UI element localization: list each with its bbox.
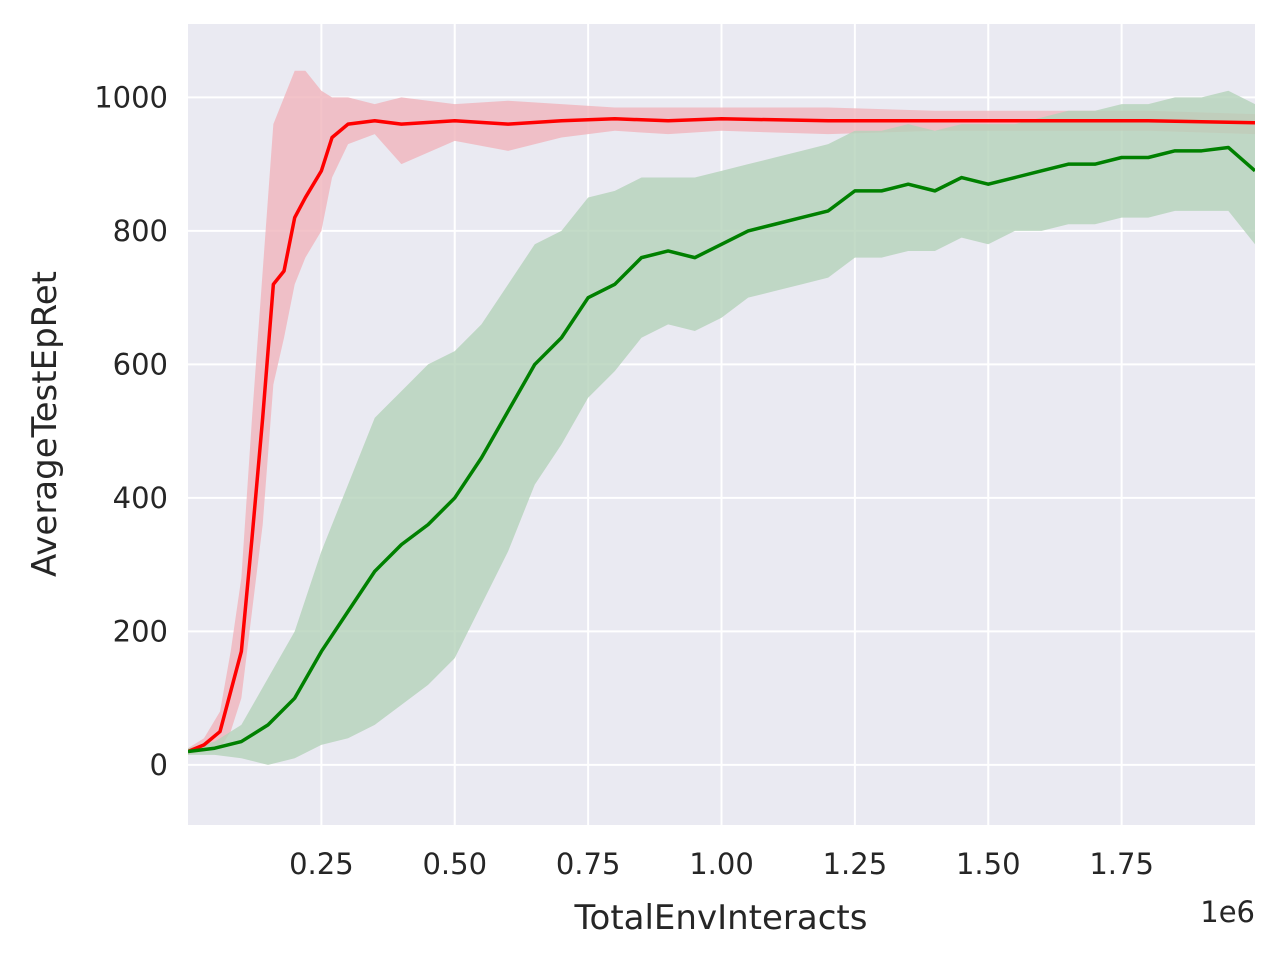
- x-tick-label: 0.25: [289, 847, 354, 881]
- series-line-1: [188, 145, 1255, 754]
- series-layer: [188, 70, 1255, 765]
- x-tick-label: 1.50: [956, 847, 1021, 881]
- x-tick-label: 1.00: [689, 847, 754, 881]
- x-tick-labels: 0.25 0.50 0.75 1.00 1.25 1.50 1.75: [289, 847, 1154, 881]
- y-tick-label: 600: [113, 347, 168, 381]
- y-tick-label: 200: [113, 614, 168, 648]
- x-tick-label: 1.75: [1089, 847, 1154, 881]
- series-band-0: [188, 70, 1255, 755]
- y-tick-label: 400: [113, 481, 168, 515]
- y-tick-labels: 0 200 400 600 800 1000: [94, 80, 168, 782]
- x-tick-label: 1.25: [823, 847, 888, 881]
- x-tick-label: 0.50: [422, 847, 487, 881]
- y-tick-label: 1000: [94, 80, 168, 114]
- series-line-0: [188, 117, 1255, 754]
- x-offset-label: 1e6: [1200, 895, 1255, 929]
- series-band-1: [188, 90, 1255, 765]
- x-axis-label: TotalEnvInteracts: [574, 898, 868, 938]
- y-tick-label: 800: [113, 214, 168, 248]
- y-tick-label: 0: [150, 748, 168, 782]
- x-tick-label: 0.75: [556, 847, 621, 881]
- y-axis-label: AverageTestEpRet: [25, 271, 65, 577]
